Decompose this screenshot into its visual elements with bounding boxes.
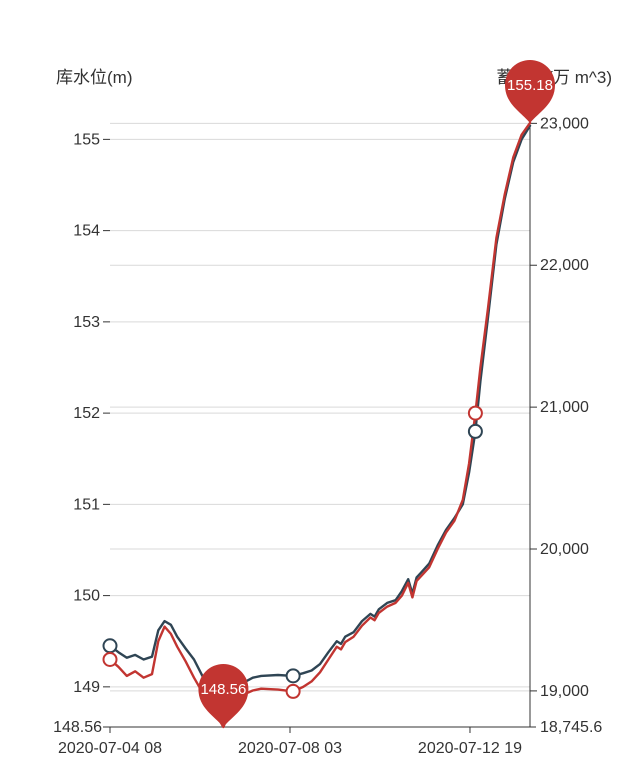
y-right-tick-label: 23,000 <box>540 115 589 132</box>
y-right-tick-label: 20,000 <box>540 541 589 558</box>
pin-value-label: 155.18 <box>507 77 553 94</box>
left-axis-title: 库水位(m) <box>56 68 133 87</box>
y-right-tick-label: 22,000 <box>540 257 589 274</box>
y-left-tick-label: 150 <box>73 588 100 605</box>
series-line-蓄水量[interactable] <box>108 124 532 714</box>
data-point-marker[interactable] <box>467 405 483 421</box>
data-point-marker[interactable] <box>102 638 118 654</box>
data-point-marker[interactable] <box>285 683 301 699</box>
y-left-tick-label: 149 <box>73 679 100 696</box>
y-left-tick-label: 154 <box>73 223 100 240</box>
y-left-min-label: 148.56 <box>53 719 102 736</box>
y-left-tick-label: 151 <box>73 496 100 513</box>
y-right-tick-label: 21,000 <box>540 399 589 416</box>
x-tick-label: 2020-07-12 19 <box>418 740 522 757</box>
y-left-tick-label: 155 <box>73 131 100 148</box>
data-point-marker[interactable] <box>467 423 483 439</box>
y-right-tick-label: 19,000 <box>540 683 589 700</box>
value-pin-marker[interactable] <box>198 664 249 727</box>
x-tick-label: 2020-07-08 03 <box>238 740 342 757</box>
series-line-库水位[interactable] <box>108 121 532 729</box>
x-tick-label: 2020-07-04 08 <box>58 740 162 757</box>
pin-value-label: 148.56 <box>200 681 246 698</box>
data-point-marker[interactable] <box>285 668 301 684</box>
y-left-tick-label: 153 <box>73 314 100 331</box>
y-left-tick-label: 152 <box>73 405 100 422</box>
value-pin-marker[interactable] <box>505 59 555 123</box>
y-right-min-label: 18,745.6 <box>540 719 602 736</box>
data-point-marker[interactable] <box>102 651 118 667</box>
